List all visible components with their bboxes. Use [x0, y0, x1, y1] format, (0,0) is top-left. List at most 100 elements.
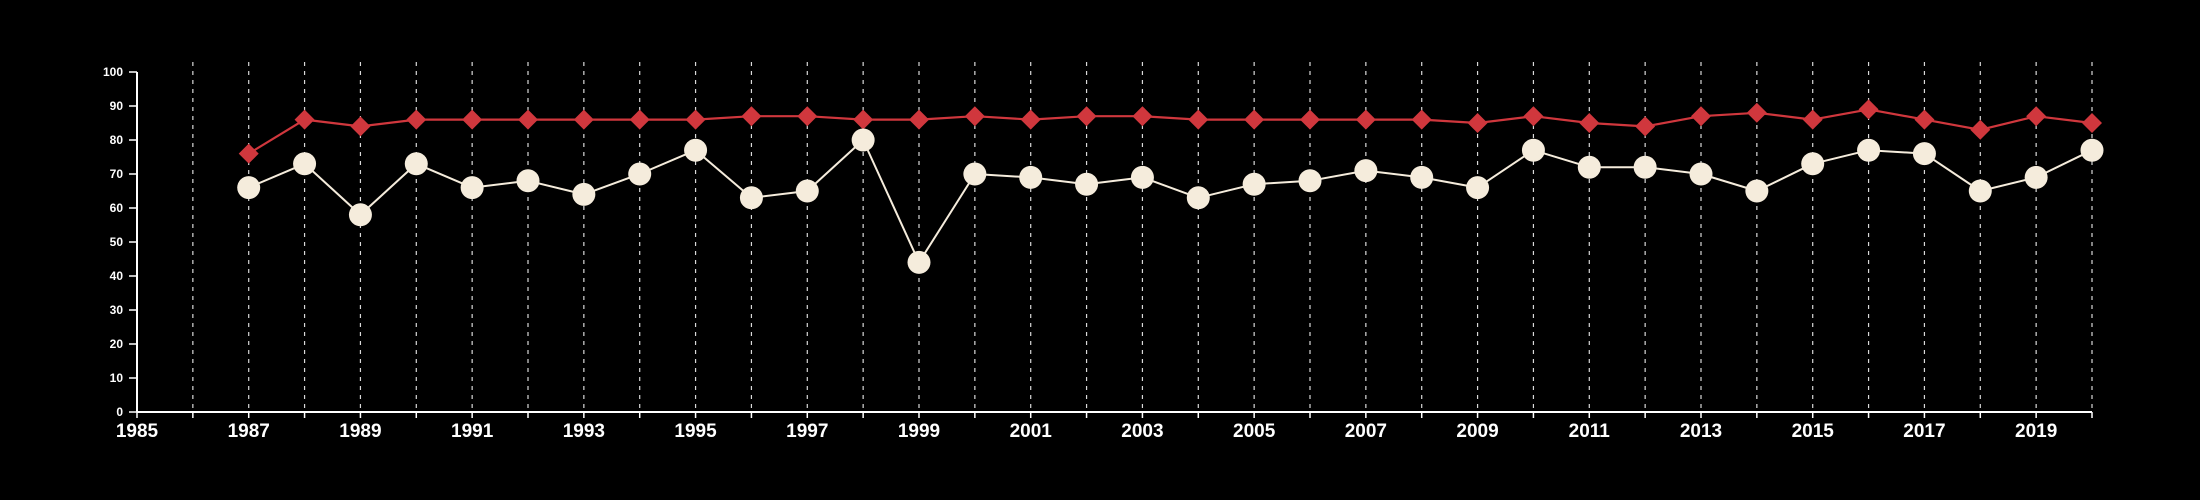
- series-1-point: [797, 106, 818, 127]
- series-1-point: [1858, 99, 1879, 120]
- y-tick-label: 0: [116, 405, 123, 419]
- series-2-point: [1745, 179, 1769, 203]
- series-1-point: [350, 116, 371, 137]
- series-1-point: [1914, 109, 1935, 130]
- series-2-point: [628, 162, 652, 186]
- x-tick-label: 1989: [339, 421, 381, 442]
- series-2-point: [1242, 172, 1266, 196]
- series-2-point: [1186, 186, 1210, 210]
- series-1-point: [1467, 113, 1488, 133]
- series-2-point: [1466, 176, 1490, 200]
- y-tick-label: 30: [110, 303, 124, 317]
- series-2-point: [1410, 165, 1434, 189]
- series-2-point: [684, 138, 708, 162]
- series-2-point: [739, 186, 763, 210]
- y-tick-label: 60: [110, 201, 124, 215]
- x-tick-label: 2015: [1792, 421, 1835, 442]
- series-1-point: [741, 106, 762, 127]
- y-tick-label: 100: [103, 65, 123, 79]
- x-tick-label: 1987: [228, 421, 270, 442]
- series-2-point: [572, 182, 596, 206]
- series-2-point: [1354, 159, 1378, 183]
- series-2-point: [1857, 138, 1881, 162]
- series-1-point: [462, 109, 483, 130]
- x-tick-label: 1999: [898, 421, 940, 442]
- series-1-point: [1970, 119, 1991, 140]
- series-2-point: [1968, 179, 1992, 203]
- series-2-point: [1577, 155, 1601, 179]
- series-2-point: [1689, 162, 1713, 186]
- series-1-point: [1355, 109, 1376, 130]
- series-1-point: [1746, 102, 1767, 123]
- series-2-point: [404, 152, 428, 176]
- series-1-point: [1523, 106, 1544, 127]
- series-2-point: [1130, 165, 1154, 189]
- y-tick-label: 90: [110, 99, 124, 113]
- series-2-point: [1298, 169, 1322, 193]
- series-2-point: [1075, 172, 1099, 196]
- series-2-point: [293, 152, 317, 176]
- x-tick-label: 2017: [1903, 421, 1945, 442]
- x-tick-label: 2001: [1010, 421, 1053, 442]
- x-tick-label: 1985: [116, 421, 159, 442]
- series-2-line: [248, 139, 2093, 264]
- x-tick-label: 1993: [563, 421, 605, 442]
- series-2-point: [348, 203, 372, 227]
- series-2-point: [1912, 142, 1936, 166]
- x-tick-label: 2011: [1569, 421, 1611, 442]
- y-tick-label: 20: [110, 337, 124, 351]
- series-2-point: [237, 176, 261, 200]
- series-1-point: [1188, 109, 1209, 130]
- series-1-point: [964, 106, 985, 127]
- series-1-point: [2026, 106, 2047, 127]
- series-1-point: [238, 143, 259, 164]
- series-2-point: [795, 179, 819, 203]
- x-tick-label: 2003: [1121, 421, 1163, 442]
- y-tick-label: 50: [110, 235, 124, 249]
- series-2-point: [907, 250, 931, 274]
- series-1-point: [1579, 113, 1600, 133]
- series-2-point: [2080, 138, 2104, 162]
- x-tick-label: 2007: [1345, 421, 1387, 442]
- y-tick-label: 70: [110, 167, 124, 181]
- series-1-point: [1300, 109, 1320, 130]
- series-1-point: [1691, 106, 1711, 127]
- series-2-point: [460, 176, 484, 200]
- series-1-point: [1132, 106, 1153, 127]
- y-tick-label: 10: [110, 371, 124, 385]
- series-2-point: [516, 169, 540, 193]
- series-1-point: [629, 109, 650, 130]
- series-1-point: [518, 109, 538, 130]
- vertical-gridlines: [192, 62, 2093, 412]
- series-2-point: [851, 128, 875, 152]
- series-2-point: [963, 162, 987, 186]
- series-1-point: [1411, 109, 1432, 130]
- series-1-point: [573, 109, 594, 130]
- x-tick-label: 2005: [1233, 421, 1276, 442]
- series-2-point: [1019, 165, 1043, 189]
- x-tick-label: 1997: [786, 421, 828, 442]
- data-series: [237, 99, 2104, 274]
- series-1-point: [406, 109, 427, 130]
- x-tick-label: 2013: [1680, 421, 1722, 442]
- series-2-point: [2024, 165, 2048, 189]
- axes: 0 10 20 30 40 50 60 70 80 90 100 1985 1987 1989 1991 19…: [103, 65, 2093, 442]
- series-2-point: [1633, 155, 1657, 179]
- series-1-point: [2082, 113, 2102, 133]
- x-tick-label: 2019: [2015, 421, 2057, 442]
- series-1-point: [685, 109, 706, 130]
- series-1-point: [909, 109, 929, 130]
- series-1-point: [1020, 109, 1041, 130]
- x-tick-label: 1991: [451, 421, 494, 442]
- x-tick-label: 1995: [674, 421, 717, 442]
- series-1-point: [1635, 116, 1656, 137]
- y-tick-label: 80: [110, 133, 124, 147]
- series-1-point: [294, 109, 315, 130]
- series-1-point: [853, 109, 874, 130]
- x-tick-label: 2009: [1456, 421, 1498, 442]
- series-1-point: [1244, 109, 1265, 130]
- series-2-point: [1521, 138, 1545, 162]
- series-1-line: [248, 108, 2093, 155]
- series-1-point: [1802, 109, 1823, 130]
